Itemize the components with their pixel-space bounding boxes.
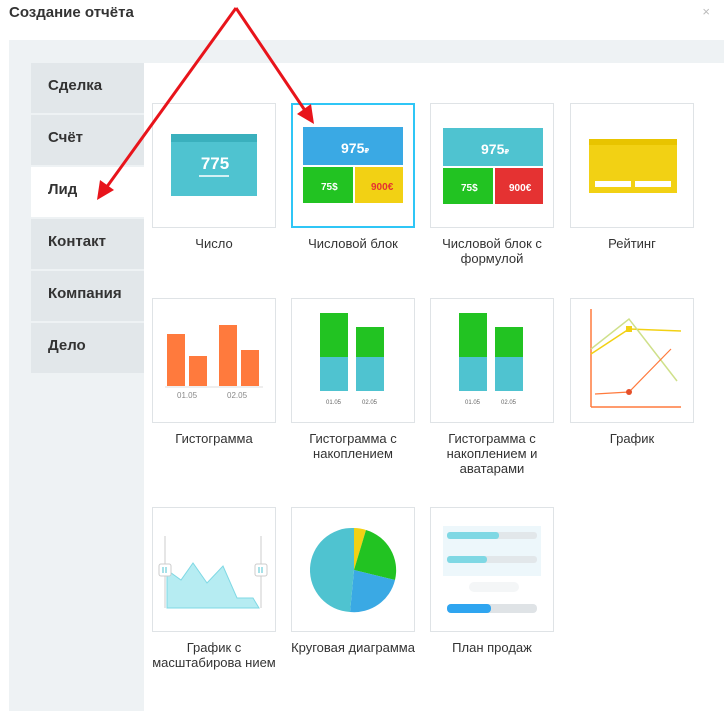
tile-caption: Гистограмма с накоплением <box>309 431 397 461</box>
entity-tabs: Сделка Счёт Лид Контакт Компания Дело <box>31 63 144 375</box>
line-chart-widget-icon <box>570 298 694 423</box>
pie-chart-widget-icon <box>291 507 415 632</box>
axis-label: 02.05 <box>362 400 378 406</box>
block-left-value: 75$ <box>321 182 338 193</box>
tab-contact[interactable]: Контакт <box>31 219 144 269</box>
tile-number-block-formula[interactable]: 975₽ 75$ 900€ Числовой блок с формулой <box>430 103 554 266</box>
formula-right-value: 900€ <box>509 183 532 194</box>
stacked-histogram-widget-icon: 01.05 02.05 <box>291 298 415 423</box>
zoom-chart-widget-icon <box>152 507 276 632</box>
tab-company[interactable]: Компания <box>31 271 144 321</box>
formula-total-value: 975₽ <box>481 141 510 157</box>
tile-caption: Числовой блок <box>308 236 398 251</box>
tile-caption: График с масштабирова нием <box>152 640 276 670</box>
formula-left-value: 75$ <box>461 183 478 194</box>
stacked-histogram-avatars-widget-icon: 01.05 02.05 <box>430 298 554 423</box>
tab-invoice[interactable]: Счёт <box>31 115 144 165</box>
sales-plan-widget-icon <box>430 507 554 632</box>
tile-sales-plan[interactable]: План продаж <box>430 507 554 655</box>
tile-caption: Числовой блок с формулой <box>442 236 542 266</box>
dialog-body: Сделка Счёт Лид Контакт Компания Дело 77… <box>9 40 724 711</box>
tile-number-block[interactable]: 975₽ 75$ 900€ Числовой блок <box>291 103 415 251</box>
tab-activity[interactable]: Дело <box>31 323 144 373</box>
tile-caption: Гистограмма <box>175 431 253 446</box>
tile-caption: Рейтинг <box>608 236 656 251</box>
tile-histogram[interactable]: 01.05 02.05 Гистограмма <box>152 298 276 446</box>
block-right-value: 900€ <box>371 182 394 193</box>
tile-caption: График <box>609 431 655 446</box>
tile-caption: Число <box>195 236 233 251</box>
tile-rating[interactable]: Рейтинг <box>570 103 694 251</box>
dialog-header: Создание отчёта × <box>0 0 724 36</box>
number-block-formula-widget-icon: 975₽ 75$ 900€ <box>430 103 554 228</box>
number-preview-value: 775 <box>200 154 230 173</box>
tile-caption: План продаж <box>452 640 532 655</box>
dialog-title: Создание отчёта <box>9 4 134 21</box>
histogram-widget-icon: 01.05 02.05 <box>152 298 276 423</box>
tile-stacked-histogram[interactable]: 01.05 02.05 Гистограмма с накоплением <box>291 298 415 461</box>
tab-lead[interactable]: Лид <box>31 167 144 217</box>
axis-label: 01.05 <box>326 400 342 406</box>
rating-widget-icon <box>570 103 694 228</box>
block-total-value: 975₽ <box>341 140 370 156</box>
tile-number[interactable]: 775 Число <box>152 103 276 251</box>
tile-pie-chart[interactable]: Круговая диаграмма <box>291 507 415 655</box>
axis-label: 01.05 <box>177 391 198 400</box>
axis-label: 02.05 <box>227 391 248 400</box>
tile-caption: Круговая диаграмма <box>291 640 415 655</box>
tab-deal[interactable]: Сделка <box>31 63 144 113</box>
number-block-widget-icon: 975₽ 75$ 900€ <box>291 103 415 228</box>
number-widget-icon: 775 <box>152 103 276 228</box>
close-icon[interactable]: × <box>702 4 710 19</box>
axis-label: 01.05 <box>465 400 481 406</box>
tile-zoom-chart[interactable]: График с масштабирова нием <box>152 507 276 670</box>
tile-caption: Гистограмма с накоплением и аватарами <box>446 431 538 476</box>
axis-label: 02.05 <box>501 400 517 406</box>
tile-stacked-histogram-avatars[interactable]: 01.05 02.05 Гистограмма с накоплением и … <box>430 298 554 476</box>
tile-line-chart[interactable]: График <box>570 298 694 446</box>
widget-grid: 775 Число 975₽ 75$ 900€ Числовой блок <box>144 63 724 711</box>
